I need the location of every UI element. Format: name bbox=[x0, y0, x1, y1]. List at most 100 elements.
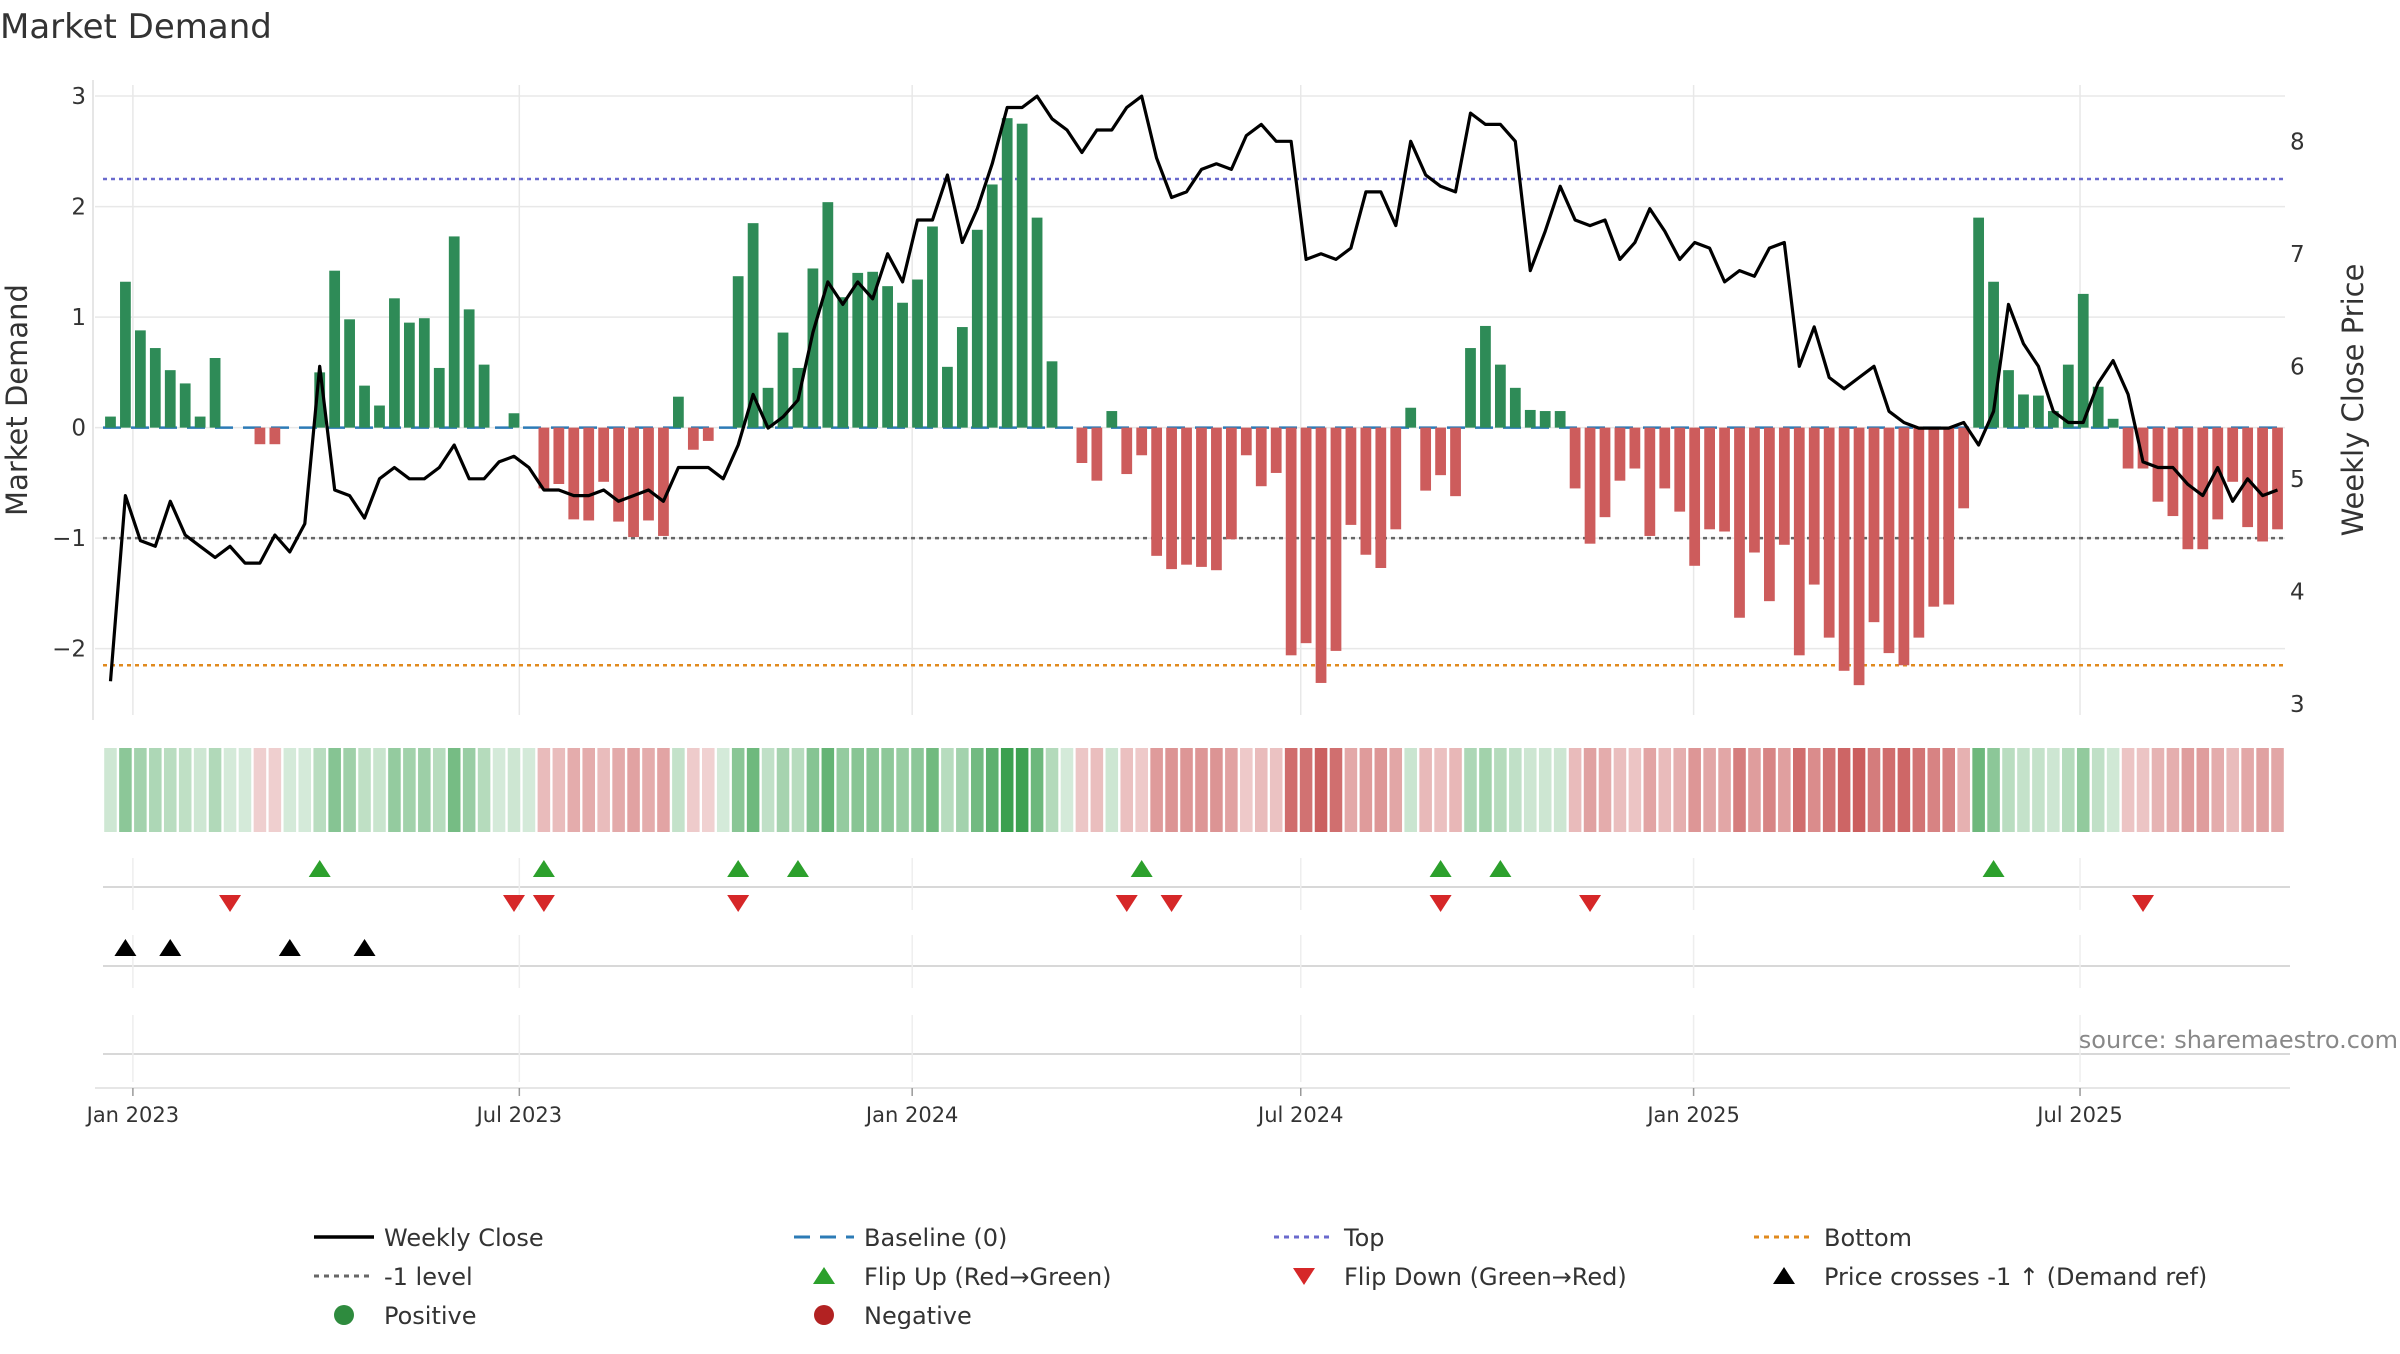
demand-bar bbox=[882, 286, 894, 428]
demand-bar bbox=[1225, 427, 1237, 540]
demand-bar bbox=[1659, 427, 1671, 489]
heat-cell bbox=[1613, 748, 1627, 832]
demand-bar bbox=[568, 427, 580, 520]
heat-cell bbox=[298, 748, 312, 832]
legend-label: Flip Up (Red→Green) bbox=[864, 1263, 1112, 1291]
demand-bar bbox=[344, 319, 355, 428]
demand-bar bbox=[2033, 395, 2044, 428]
date-axis: Jan 2023 Jul 2023 Jan 2024 Jul 2024 Jan 2025… bbox=[85, 1087, 2290, 1127]
demand-bar bbox=[1853, 427, 1865, 686]
flip-up-marker bbox=[308, 860, 331, 877]
heat-cell bbox=[1449, 748, 1462, 832]
heat-cell bbox=[1523, 748, 1537, 832]
demand-bar bbox=[1465, 348, 1476, 428]
flip-up-marker bbox=[1130, 860, 1153, 877]
heat-cell bbox=[1867, 748, 1881, 832]
demand-bar bbox=[971, 229, 983, 428]
heat-cell bbox=[866, 748, 879, 832]
y-right-tick-label: 4 bbox=[2290, 579, 2305, 605]
heat-cell bbox=[702, 748, 715, 832]
demand-bar bbox=[314, 372, 326, 428]
heat-cell bbox=[1254, 748, 1268, 832]
demand-bar bbox=[1196, 427, 1207, 567]
demand-bar bbox=[1644, 427, 1656, 536]
heat-cell bbox=[462, 748, 476, 832]
demand-bar bbox=[1539, 411, 1551, 428]
demand-bar bbox=[822, 202, 834, 428]
demand-bar bbox=[702, 427, 714, 441]
heat-cell bbox=[791, 748, 805, 832]
demand-bar bbox=[1689, 427, 1701, 566]
heat-cell bbox=[343, 748, 356, 832]
heat-cell bbox=[1598, 748, 1612, 832]
demand-bar bbox=[1868, 427, 1880, 623]
legend-label: -1 level bbox=[384, 1263, 473, 1291]
legend-label: Flip Down (Green→Red) bbox=[1344, 1263, 1627, 1291]
demand-bar bbox=[2077, 293, 2089, 428]
heat-cell bbox=[1897, 748, 1911, 832]
heat-cell bbox=[627, 748, 640, 832]
demand-bar bbox=[269, 427, 281, 445]
heat-cell bbox=[1225, 748, 1238, 832]
heat-cell bbox=[2196, 748, 2210, 832]
heat-cell bbox=[1733, 748, 1746, 832]
demand-bar bbox=[658, 427, 669, 536]
flip-down-marker bbox=[727, 895, 750, 912]
heat-cell bbox=[119, 748, 132, 832]
flip-up-marker bbox=[727, 860, 750, 877]
heat-cell bbox=[1240, 748, 1253, 832]
heat-cell bbox=[388, 748, 401, 832]
demand-bar bbox=[1674, 427, 1686, 512]
heat-cell bbox=[2047, 748, 2060, 832]
flip-down-marker bbox=[219, 895, 242, 912]
demand-bar bbox=[1420, 427, 1432, 491]
y-left-tick-label: 2 bbox=[71, 195, 86, 221]
demand-bar bbox=[463, 309, 475, 428]
heat-cell bbox=[567, 748, 581, 832]
demand-bar bbox=[134, 330, 146, 428]
heat-cell bbox=[941, 748, 954, 832]
heat-cell bbox=[193, 748, 207, 832]
heat-cell bbox=[1150, 748, 1163, 832]
demand-bar bbox=[1435, 427, 1446, 476]
heat-cell bbox=[911, 748, 924, 832]
heat-cell bbox=[223, 748, 237, 832]
demand-bar bbox=[1778, 427, 1790, 545]
demand-bar bbox=[1091, 427, 1103, 481]
heat-cell bbox=[1553, 748, 1567, 832]
price-cross-marker bbox=[278, 939, 301, 956]
demand-bar bbox=[1973, 217, 1985, 428]
heat-cell bbox=[806, 748, 820, 832]
heat-cell bbox=[2211, 748, 2225, 832]
demand-bar bbox=[673, 396, 684, 428]
heat-cell bbox=[238, 748, 252, 832]
x-tick-label: Jul 2025 bbox=[2035, 1103, 2122, 1127]
heat-cell bbox=[1509, 748, 1522, 832]
demand-bar bbox=[687, 427, 699, 450]
demand-bar bbox=[164, 370, 176, 428]
heat-cell bbox=[746, 748, 760, 832]
demand-bar bbox=[867, 271, 879, 428]
demand-bar bbox=[1240, 427, 1252, 456]
demand-bar bbox=[1031, 217, 1043, 428]
reference-lines bbox=[103, 177, 2285, 667]
demand-bar bbox=[120, 281, 131, 428]
heat-cell bbox=[1957, 748, 1970, 832]
demand-bar bbox=[762, 387, 774, 428]
flip-down-marker bbox=[1115, 895, 1138, 912]
demand-bar bbox=[1211, 427, 1222, 571]
heat-cell bbox=[2256, 748, 2269, 832]
heat-cell bbox=[1748, 748, 1761, 832]
demand-bar bbox=[2137, 427, 2149, 469]
heat-cell bbox=[1628, 748, 1642, 832]
demand-bar bbox=[1793, 427, 1805, 656]
heat-cell bbox=[1793, 748, 1806, 832]
heat-cell bbox=[1165, 748, 1178, 832]
x-tick-label: Jul 2024 bbox=[1256, 1103, 1343, 1127]
heat-cell bbox=[1120, 748, 1134, 832]
legend-label: Weekly Close bbox=[384, 1224, 544, 1252]
heat-cell bbox=[268, 748, 282, 832]
demand-bar bbox=[374, 405, 385, 428]
demand-bar bbox=[1001, 118, 1013, 428]
